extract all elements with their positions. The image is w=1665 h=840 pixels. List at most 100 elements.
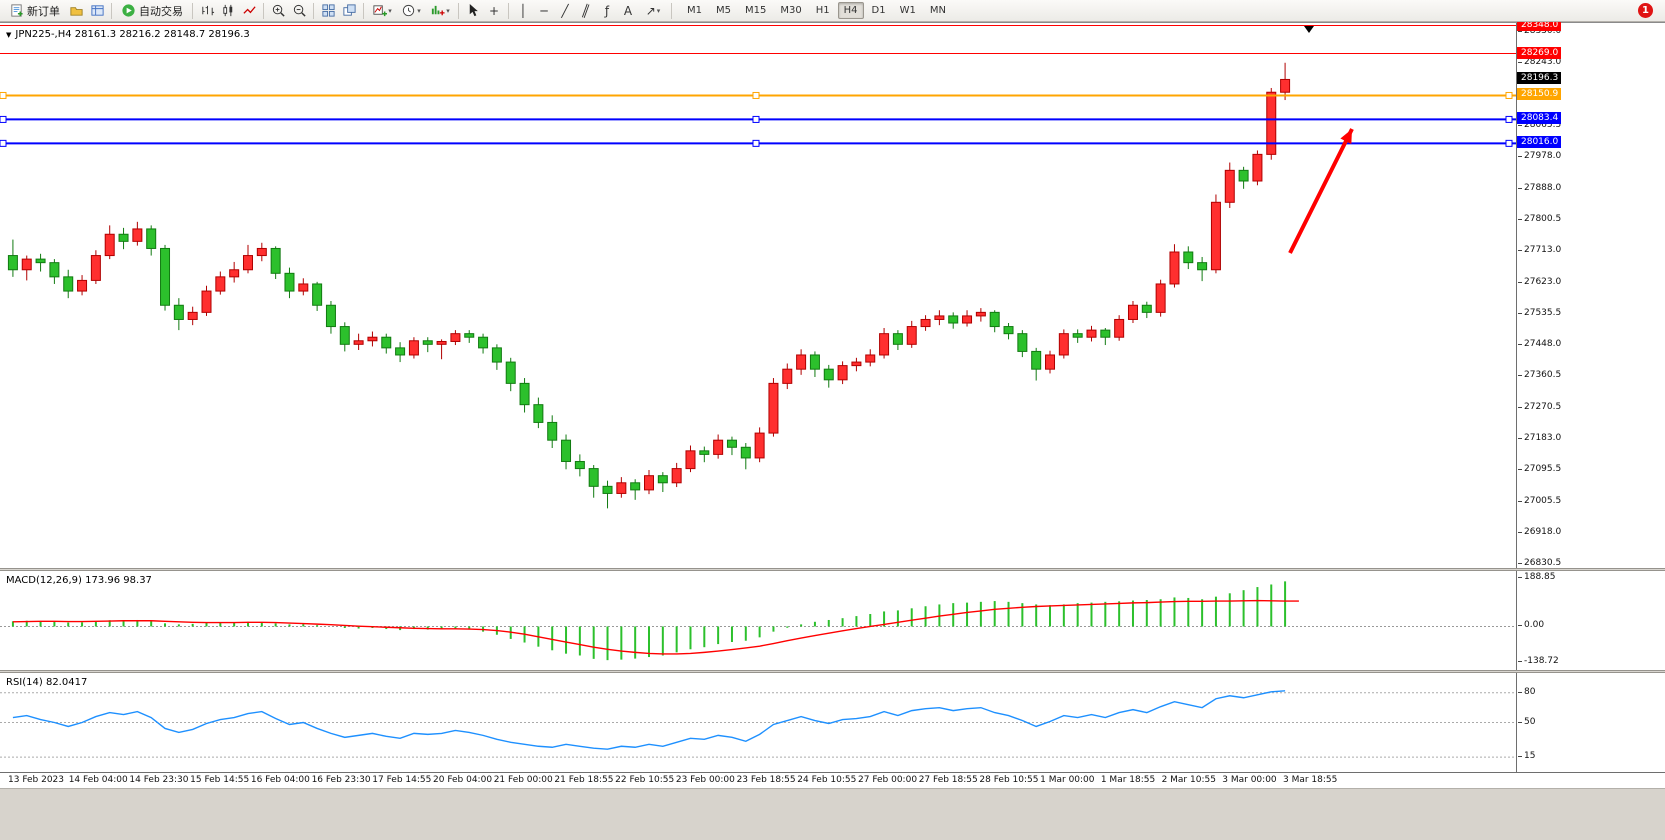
time-axis-label: 16 Feb 23:30 [311, 775, 371, 785]
line-handle[interactable] [752, 91, 760, 99]
price-axis[interactable]: 28330.0 28243.0 28065.5 27978.0 27888.0 27800… [1516, 18, 1665, 772]
market-watch-icon[interactable] [87, 2, 107, 20]
rsi-line [12, 690, 1286, 750]
candle [77, 279, 88, 292]
new-order-button[interactable]: 新订单 [4, 2, 65, 20]
line-handle[interactable] [752, 139, 760, 147]
candle [1224, 169, 1235, 203]
bar-chart-mode-icon[interactable] [197, 2, 217, 20]
crosshair-icon[interactable]: + [488, 3, 500, 18]
cursor-icon[interactable] [463, 2, 483, 20]
toolbar-separator [192, 2, 193, 19]
price-axis-label: 27005.5 [1517, 496, 1562, 507]
new-chart-button[interactable]: ▾ [368, 2, 396, 20]
indicators-button[interactable]: ▾ [426, 2, 454, 20]
timeframe-m5[interactable]: M5 [716, 5, 731, 16]
toolbar-separator [508, 2, 509, 19]
line-handle[interactable] [752, 115, 760, 123]
timeframe-mn[interactable]: MN [929, 5, 946, 16]
time-axis-label: 15 Feb 14:55 [190, 775, 250, 785]
candle [118, 233, 129, 242]
cascade-windows-icon[interactable] [339, 2, 359, 20]
rsi-panel[interactable] [0, 673, 1516, 772]
trendline-tool-icon[interactable]: ╱ [561, 3, 569, 18]
panel-splitter[interactable] [0, 568, 1665, 571]
time-axis-label: 13 Feb 2023 [8, 775, 65, 785]
arrow-annotation[interactable] [1288, 128, 1354, 254]
time-axis-label: 24 Feb 10:55 [797, 775, 857, 785]
candles [7, 62, 1291, 509]
profiles-icon[interactable] [66, 2, 86, 20]
timeframe-h4[interactable]: H4 [837, 2, 864, 19]
candle [1155, 283, 1166, 313]
candle [1017, 333, 1028, 352]
price-axis-label: 28330.0 [1517, 25, 1562, 36]
timeframe-h1[interactable]: H1 [815, 5, 830, 16]
arrows-tool-icon: ↗ [645, 3, 656, 18]
periods-button[interactable]: ▾ [397, 2, 425, 20]
fibonacci-tool-icon[interactable]: ƒ [604, 3, 610, 18]
zoom-out-icon[interactable] [289, 2, 309, 20]
candle [1252, 153, 1263, 182]
timeframe-m1[interactable]: M1 [687, 5, 702, 16]
candle [1210, 201, 1221, 271]
candle [892, 333, 903, 345]
candle [35, 258, 46, 264]
timeframe-d1[interactable]: D1 [871, 5, 886, 16]
price-axis-label: 27623.0 [1517, 276, 1562, 287]
notification-badge[interactable]: 1 [1638, 3, 1653, 18]
line-handle[interactable] [0, 115, 7, 123]
candle [49, 262, 60, 278]
panel-splitter[interactable] [0, 670, 1665, 673]
candle [201, 290, 212, 313]
line-handle[interactable] [0, 139, 7, 147]
candle [187, 311, 198, 320]
macd-panel[interactable] [0, 571, 1516, 670]
macd-signal-line [12, 599, 1299, 655]
timeframe-m30[interactable]: M30 [780, 5, 802, 16]
line-chart-mode-icon[interactable] [239, 2, 259, 20]
candle [464, 333, 475, 338]
timeframe-w1[interactable]: W1 [899, 5, 916, 16]
line-handle[interactable] [1505, 139, 1513, 147]
price-axis-label: 26830.5 [1517, 558, 1562, 569]
chevron-down-icon: ▾ [446, 6, 450, 15]
vertical-line-tool-icon[interactable]: │ [519, 3, 527, 18]
horizontal-line-tool-icon[interactable]: ─ [540, 3, 548, 18]
price-axis-label: 0.00 [1517, 620, 1545, 631]
candle [478, 336, 489, 349]
price-axis-label: 28243.0 [1517, 56, 1562, 67]
timeframe-m15[interactable]: M15 [745, 5, 767, 16]
candle [1086, 329, 1097, 338]
time-axis[interactable]: 13 Feb 2023 14 Feb 04:00 14 Feb 23:30 15 Fe… [0, 772, 1665, 788]
channel-tool-icon[interactable]: ║ [580, 2, 592, 19]
chart-title: ▼ JPN225-,H4 28161.3 28216.2 28148.7 281… [6, 29, 250, 40]
candle [989, 311, 1000, 328]
zoom-in-icon[interactable] [268, 2, 288, 20]
candle [1197, 262, 1208, 271]
candle [132, 228, 143, 242]
time-axis-label: 21 Feb 00:00 [493, 775, 553, 785]
auto-trading-button[interactable]: 自动交易 [116, 2, 188, 20]
price-badge: 28150.9 [1517, 88, 1562, 101]
line-handle[interactable] [1505, 115, 1513, 123]
candle [574, 460, 585, 470]
candle [21, 258, 32, 271]
candle [685, 450, 696, 470]
symbol-dropdown-icon[interactable]: ▼ [6, 30, 12, 39]
candlestick-mode-icon[interactable] [218, 2, 238, 20]
tile-windows-icon[interactable] [318, 2, 338, 20]
candle [657, 475, 668, 484]
chevron-down-icon: ▾ [417, 6, 421, 15]
text-tool-icon[interactable]: A [623, 3, 633, 18]
candle [284, 272, 295, 292]
horizontal-line-objects[interactable] [0, 24, 1516, 147]
price-axis-label: -138.72 [1518, 656, 1559, 667]
candle [948, 315, 959, 324]
arrows-tool-button[interactable]: ↗ ▾ [639, 2, 667, 20]
main-price-chart[interactable] [0, 23, 1516, 568]
line-handle[interactable] [1505, 91, 1513, 99]
rsi-indicator-title: RSI(14) 82.0417 [6, 677, 88, 688]
line-handle[interactable] [0, 91, 7, 99]
toolbar-separator [313, 2, 314, 19]
